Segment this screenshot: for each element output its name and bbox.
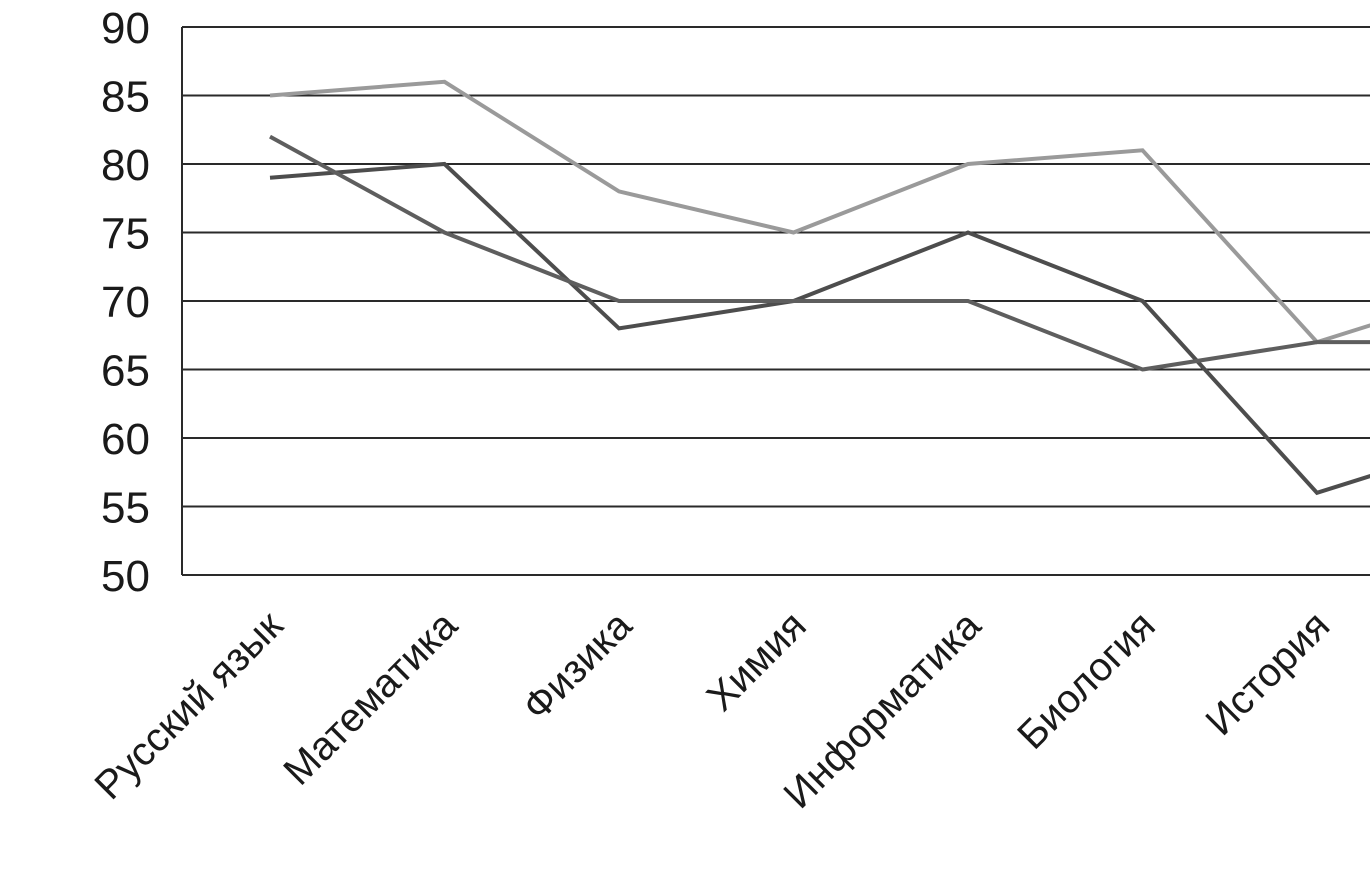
y-tick-label: 75 bbox=[101, 210, 150, 259]
y-tick-label: 55 bbox=[101, 484, 150, 533]
y-axis-ticks: 90 85 80 75 70 65 60 55 50 bbox=[101, 4, 150, 601]
series-line-3 bbox=[269, 134, 1370, 372]
y-tick-label: 85 bbox=[101, 73, 150, 122]
series-line-2 bbox=[269, 161, 1370, 496]
y-tick-label: 90 bbox=[101, 4, 150, 53]
series-lines bbox=[269, 79, 1370, 496]
x-tick-label: Физика bbox=[514, 603, 640, 729]
y-tick-label: 65 bbox=[101, 347, 150, 396]
x-tick-label: Химия bbox=[699, 603, 815, 719]
y-tick-label: 70 bbox=[101, 278, 150, 327]
x-tick-label: Русский язык bbox=[86, 603, 291, 808]
series-line-1 bbox=[269, 79, 1370, 345]
x-tick-label: Биология bbox=[1009, 603, 1164, 758]
y-tick-label: 50 bbox=[101, 552, 150, 601]
x-tick-label: История bbox=[1198, 603, 1339, 744]
x-tick-label: Математика bbox=[275, 603, 466, 794]
y-tick-label: 80 bbox=[101, 141, 150, 190]
y-tick-label: 60 bbox=[101, 415, 150, 464]
